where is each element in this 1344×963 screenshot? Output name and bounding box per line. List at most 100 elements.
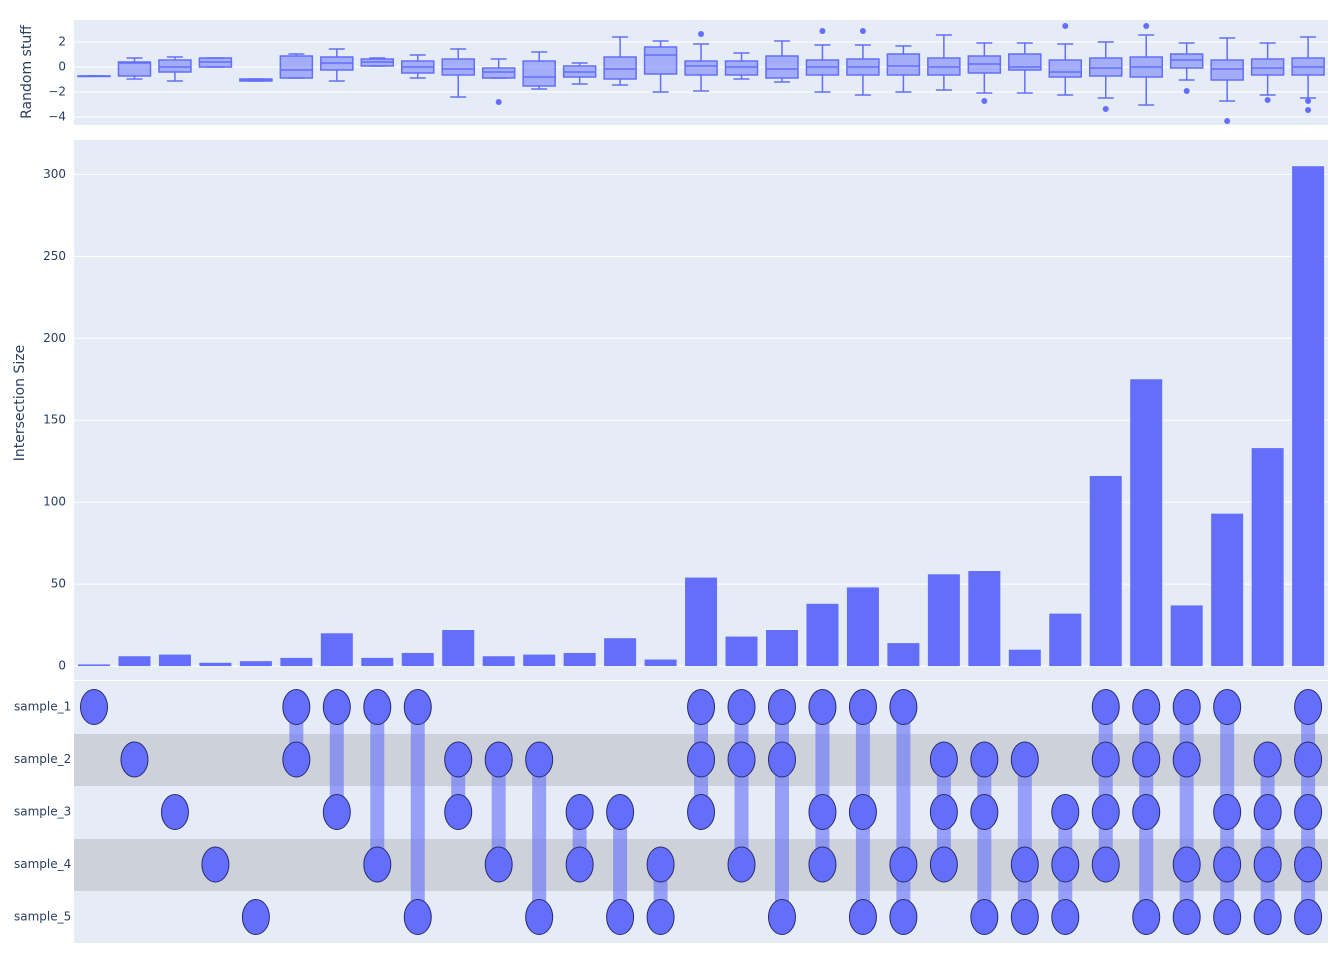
member-dot [484,846,513,883]
member-dot [848,689,877,725]
bar [725,636,758,667]
member-dot [1294,899,1323,935]
set-label: sample_4 [14,857,71,871]
member-dot [1010,846,1039,883]
member-dot [1132,794,1161,830]
member-dot [929,794,958,830]
member-dot [727,846,756,883]
member-dot [808,689,837,725]
outlier [981,98,988,104]
member-dot [322,689,351,725]
member-dot [241,899,270,935]
box [886,53,921,76]
member-dot [687,689,716,725]
member-dot [1132,899,1161,935]
member-dot [889,846,918,883]
box [1169,53,1204,69]
bar [1211,513,1244,667]
bar [563,652,596,667]
box [279,55,314,79]
y-tick-label: −2 [48,85,66,99]
member-dot [322,794,351,830]
member-dot [970,899,999,935]
member-dot [403,689,432,725]
y-tick-label: 0 [58,659,66,673]
outlier [1102,106,1109,112]
bar [1251,448,1284,667]
member-dot [970,741,999,778]
member-dot [767,689,796,725]
outlier [495,99,502,105]
member-dot [727,741,756,778]
bar [1008,649,1041,667]
y-tick-label: 300 [43,167,66,181]
member-dot [444,741,473,778]
box [481,67,516,79]
box-y-label: Random stuff [19,25,35,119]
box [1048,59,1083,78]
member-dot [80,689,108,725]
member-dot [929,741,958,778]
bar [482,656,515,667]
bar [644,659,677,667]
member-dot [403,899,432,935]
box [1089,57,1123,77]
member-dot [1051,846,1080,883]
box [158,59,192,73]
box [441,58,475,76]
member-dot [363,689,392,725]
member-dot [1253,794,1282,830]
member-dot [1051,794,1080,830]
member-dot [848,794,877,830]
bar [78,664,110,667]
member-dot [120,741,149,778]
y-tick-label: 150 [43,413,66,427]
member-dot [1213,689,1242,725]
member-dot [484,741,513,778]
member-dot [1213,846,1242,883]
box [1008,53,1042,71]
member-dot [970,794,999,830]
member-dot [1091,741,1120,778]
bar [806,603,839,667]
member-dot [727,689,756,725]
box [643,46,678,75]
member-dot [929,846,958,883]
member-dot [1172,846,1201,883]
bar [846,587,879,667]
member-dot [1091,846,1120,883]
y-tick-label: 250 [43,249,66,263]
outlier [1143,23,1150,29]
outlier [1062,23,1069,29]
outlier [1224,118,1231,124]
member-dot [525,899,554,935]
box [603,56,637,80]
bar [361,657,394,667]
bar [1292,166,1325,667]
member-dot [565,846,594,883]
bar [765,630,798,667]
bar [968,571,1001,667]
outlier [819,28,826,34]
member-dot [646,846,675,883]
outlier [859,28,866,34]
outlier [698,31,705,37]
set-label: sample_3 [14,805,71,819]
member-dot [282,741,311,778]
member-dot [1294,794,1323,830]
member-dot [1132,741,1161,778]
bar [401,652,434,667]
member-dot [1010,899,1039,935]
outlier [1264,97,1271,103]
member-dot [1253,899,1282,935]
member-dot [767,899,796,935]
bar [927,574,960,667]
set-label: sample_5 [14,910,71,924]
bar [442,630,475,667]
member-dot [1294,846,1323,883]
bar [320,633,353,667]
outlier [1305,98,1312,104]
member-dot [808,794,837,830]
bar [523,654,556,667]
